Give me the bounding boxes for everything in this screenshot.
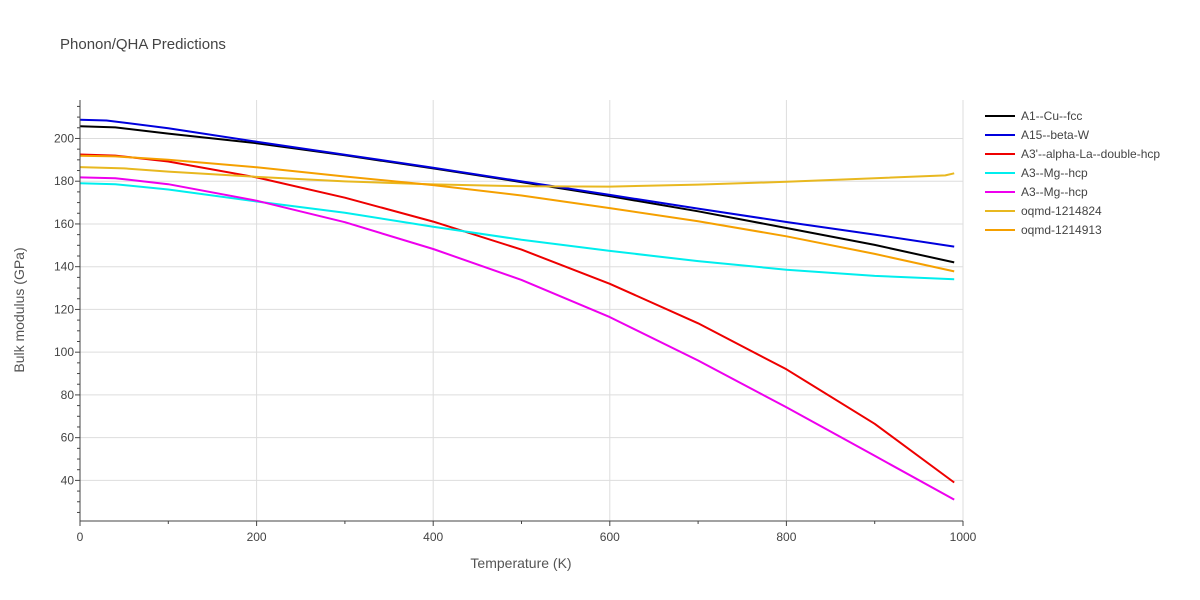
legend-label: A3--Mg--hcp <box>1021 184 1088 199</box>
legend-label: A15--beta-W <box>1021 127 1090 142</box>
legend-label: oqmd-1214824 <box>1021 203 1102 218</box>
legend-swatch <box>985 171 1015 174</box>
x-tick-label: 0 <box>77 530 84 544</box>
x-tick-label: 1000 <box>950 530 977 544</box>
legend-swatch <box>985 133 1015 136</box>
legend-swatch <box>985 114 1015 117</box>
series-line-3 <box>79 182 955 281</box>
series-line-1 <box>79 118 955 248</box>
legend-label: A3'--alpha-La--double-hcp <box>1021 146 1161 161</box>
y-tick-label: 60 <box>61 431 75 445</box>
legend-item[interactable]: A1--Cu--fcc <box>985 106 1160 125</box>
y-tick-label: 100 <box>54 345 74 359</box>
y-tick-label: 40 <box>61 473 75 487</box>
y-tick-label: 140 <box>54 260 74 274</box>
x-tick-label: 400 <box>423 530 443 544</box>
legend-item[interactable]: A3--Mg--hcp <box>985 163 1160 182</box>
y-tick-label: 180 <box>54 174 74 188</box>
x-tick-label: 600 <box>600 530 620 544</box>
y-tick-label: 120 <box>54 302 74 316</box>
series-line-5 <box>79 166 955 188</box>
series-lines <box>79 118 955 501</box>
plot-area <box>80 100 963 521</box>
legend-item[interactable]: A3--Mg--hcp <box>985 182 1160 201</box>
legend-item[interactable]: A3'--alpha-La--double-hcp <box>985 144 1160 163</box>
x-tick-label: 200 <box>247 530 267 544</box>
legend-label: A1--Cu--fcc <box>1021 108 1083 123</box>
y-tick-label: 200 <box>54 131 74 145</box>
legend-label: oqmd-1214913 <box>1021 222 1102 237</box>
x-gridlines <box>256 100 964 521</box>
chart-title: Phonon/QHA Predictions <box>60 36 226 53</box>
legend-item[interactable]: oqmd-1214824 <box>985 201 1160 220</box>
y-tick-labels: 40 60 80 100 120 140 160 180 200 <box>54 131 74 487</box>
series-line-4 <box>79 176 955 501</box>
y-tick-label: 80 <box>61 388 75 402</box>
y-tick-label: 160 <box>54 217 74 231</box>
legend-item[interactable]: oqmd-1214913 <box>985 220 1160 239</box>
legend-swatch <box>985 190 1015 193</box>
x-tick-label: 800 <box>776 530 796 544</box>
legend: A1--Cu--fcc A15--beta-W A3'--alpha-La--dou… <box>985 106 1160 239</box>
legend-item[interactable]: A15--beta-W <box>985 125 1160 144</box>
legend-swatch <box>985 152 1015 155</box>
y-axis-title: Bulk modulus (GPa) <box>11 247 27 372</box>
axes <box>75 100 964 526</box>
series-line-6 <box>79 154 955 273</box>
series-line-2 <box>79 153 955 484</box>
x-tick-labels: 0 200 400 600 800 1000 <box>77 530 977 544</box>
legend-swatch <box>985 228 1015 231</box>
x-axis-title: Temperature (K) <box>470 555 571 571</box>
legend-swatch <box>985 209 1015 212</box>
legend-label: A3--Mg--hcp <box>1021 165 1088 180</box>
